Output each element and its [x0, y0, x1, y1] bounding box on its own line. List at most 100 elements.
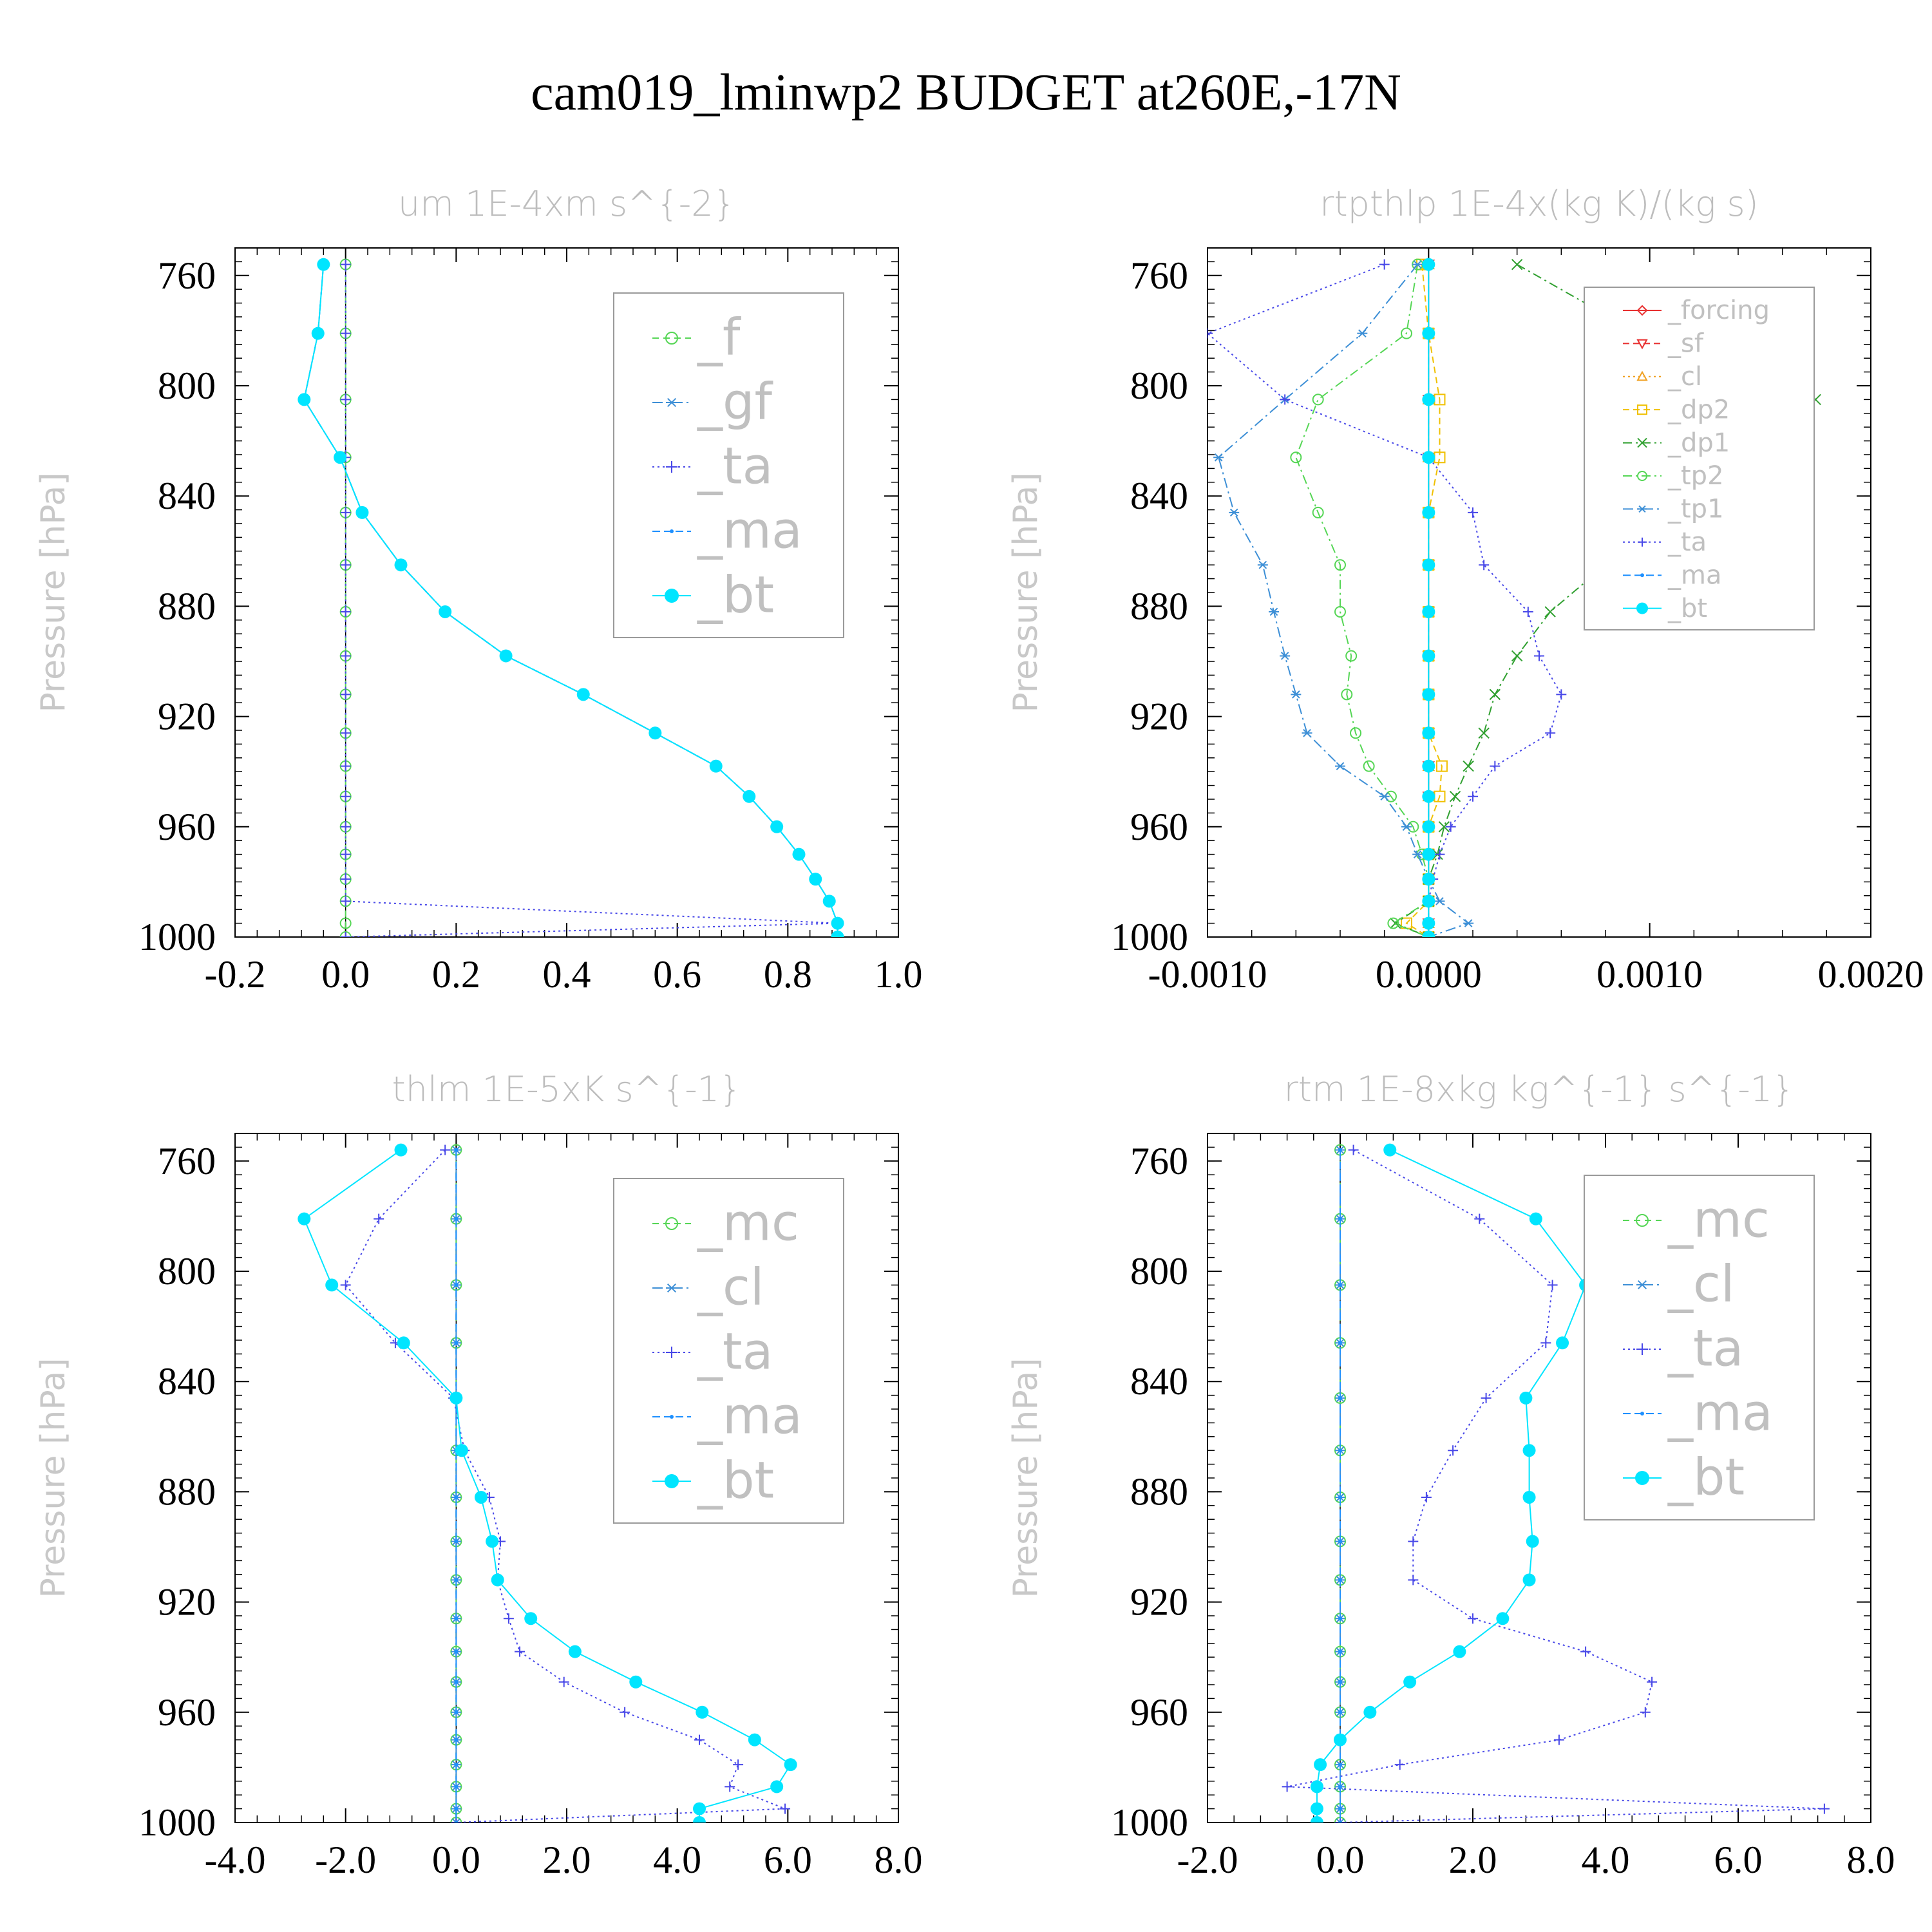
x-tick-label: 6.0 — [1714, 1839, 1763, 1881]
marker-disc — [1383, 1143, 1397, 1157]
data-point-bt — [397, 1336, 410, 1350]
data-point-bt — [1334, 1733, 1347, 1747]
data-point-tp2 — [1334, 605, 1346, 618]
legend-swatch-marker — [665, 332, 678, 345]
data-point-ta — [440, 1144, 451, 1155]
marker-plus — [340, 874, 351, 885]
y-tick-label: 800 — [1130, 1250, 1188, 1293]
legend-label: _mc — [697, 1195, 799, 1253]
marker-dot — [1338, 1763, 1342, 1767]
data-point-ta — [1408, 1536, 1419, 1547]
marker-plus — [1282, 1781, 1293, 1792]
marker-asterisk — [1636, 1280, 1648, 1290]
data-point-ta — [340, 689, 351, 700]
marker-dot — [1338, 1217, 1342, 1221]
y-tick-label: 920 — [1130, 696, 1188, 738]
y-axis-label: Pressure [hPa] — [1007, 473, 1045, 713]
y-tick-label: 1000 — [1111, 1801, 1188, 1844]
panel-title: rtm 1E-8xkg kg^{-1} s^{-1} — [1284, 1069, 1795, 1110]
data-point-ma — [454, 1763, 459, 1767]
legend-label: _cl — [697, 1259, 764, 1317]
marker-plus — [1481, 1392, 1492, 1403]
marker-disc — [1422, 605, 1435, 618]
x-tick-label: 0.4 — [543, 953, 591, 996]
data-point-ta — [1640, 1707, 1651, 1718]
data-point-ta — [1522, 606, 1533, 617]
marker-disc — [1422, 873, 1435, 886]
marker-asterisk — [666, 1283, 677, 1293]
data-point-ta — [340, 761, 351, 772]
marker-disc — [455, 1444, 468, 1457]
marker-x — [1438, 821, 1450, 833]
marker-disc — [474, 1490, 488, 1504]
data-point-tp2 — [1334, 559, 1346, 571]
marker-disc — [770, 820, 784, 833]
series-line-ta — [1287, 1149, 1824, 1823]
y-tick-label: 960 — [158, 1691, 216, 1734]
marker-plus — [1647, 1676, 1658, 1687]
marker-dot — [454, 1821, 459, 1823]
legend-label: _bt — [1667, 594, 1707, 623]
marker-plus — [340, 650, 351, 661]
data-point-bt — [693, 1802, 706, 1815]
legend-swatch-marker — [666, 461, 677, 473]
marker-asterisk — [1213, 453, 1224, 462]
legend-label: _dp1 — [1667, 428, 1730, 458]
y-tick-label: 880 — [1130, 1470, 1188, 1513]
data-point-tp1 — [1412, 850, 1423, 858]
data-point-ta — [1434, 849, 1445, 860]
data-point-ta — [340, 328, 351, 339]
data-point-dp1 — [1511, 650, 1523, 662]
data-point-ta — [1490, 761, 1501, 772]
marker-square — [1435, 760, 1448, 772]
marker-disc — [576, 688, 590, 701]
marker-disc — [524, 1612, 538, 1625]
marker-circle — [1636, 1214, 1649, 1227]
y-tick-label: 840 — [158, 1360, 216, 1403]
x-tick-label: -2.0 — [1177, 1839, 1238, 1881]
marker-plus — [340, 259, 351, 270]
data-point-tp1 — [1213, 453, 1224, 462]
data-point-bt — [1403, 1675, 1417, 1689]
data-point-bt — [298, 1212, 311, 1226]
marker-disc — [439, 605, 452, 618]
legend-label: _mc — [1667, 1191, 1770, 1249]
data-point-bt — [1363, 1705, 1377, 1719]
data-point-bt — [1310, 1802, 1323, 1815]
data-point-bt — [1556, 1336, 1569, 1350]
x-tick-label: 0.0 — [432, 1839, 480, 1881]
x-tick-label: -4.0 — [205, 1839, 266, 1881]
marker-disc — [1422, 327, 1435, 340]
legend-swatch-marker — [670, 529, 674, 533]
data-point-ta — [1468, 791, 1478, 802]
legend-swatch-marker — [666, 1283, 677, 1293]
marker-plus — [340, 821, 351, 832]
data-point-ta — [515, 1646, 526, 1657]
marker-asterisk — [451, 1818, 462, 1823]
data-point-tp1 — [1335, 762, 1345, 770]
legend-swatch-marker — [666, 1347, 677, 1358]
data-point-bt — [1422, 895, 1435, 908]
x-tick-label: 8.0 — [1847, 1839, 1895, 1881]
legend-label: _gf — [697, 374, 773, 431]
legend-box — [1584, 287, 1815, 630]
data-point-dp1 — [1478, 727, 1490, 739]
marker-asterisk — [1257, 560, 1268, 569]
marker-plus — [340, 728, 351, 739]
marker-disc — [1635, 1471, 1649, 1485]
marker-circle — [1290, 451, 1302, 464]
legend-box — [613, 1178, 844, 1524]
marker-plus — [1638, 537, 1647, 547]
y-tick-label: 840 — [1130, 1360, 1188, 1403]
legend-swatch-marker — [1638, 537, 1647, 547]
data-point-bt — [1422, 873, 1435, 886]
marker-circle — [1637, 470, 1647, 481]
data-point-ta — [1647, 1676, 1658, 1687]
marker-dot — [1338, 1539, 1342, 1544]
marker-disc — [491, 1573, 504, 1587]
data-point-bt — [1422, 605, 1435, 618]
data-point-tp1 — [1401, 822, 1412, 831]
marker-disc — [1334, 1733, 1347, 1747]
marker-disc — [325, 1278, 339, 1292]
chart-panel-4: rtm 1E-8xkg kg^{-1} s^{-1} Pressure [hPa]… — [1007, 1069, 1895, 1881]
